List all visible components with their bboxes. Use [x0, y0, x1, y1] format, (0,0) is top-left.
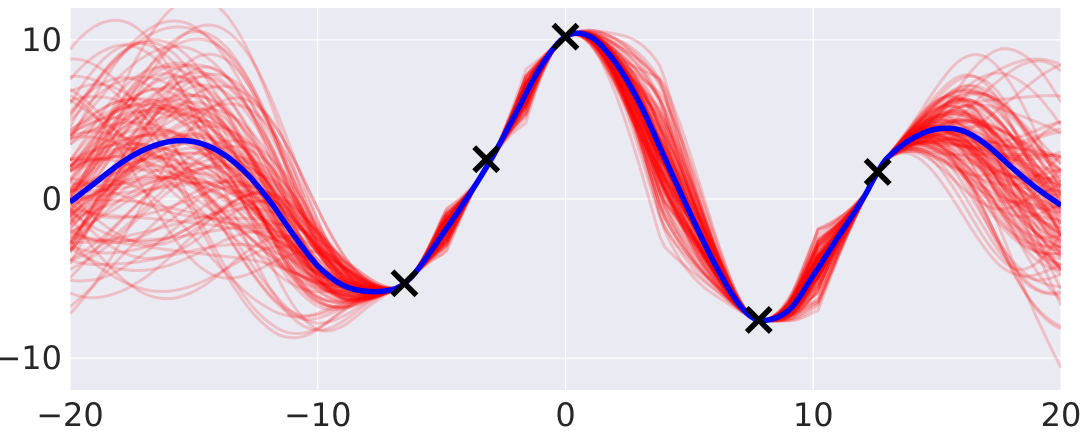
y-tick-label: −10: [0, 339, 62, 377]
x-tick-label: 10: [793, 396, 834, 434]
y-axis-ticks: −10 0 10: [0, 21, 62, 377]
observation-marker: [863, 157, 892, 186]
grid-lines: [69, 8, 1062, 390]
y-tick-label: 10: [21, 21, 62, 59]
observation-marker: [744, 306, 773, 334]
observation-markers: [390, 22, 892, 334]
observation-marker: [551, 22, 580, 51]
x-tick-label: 0: [555, 396, 575, 434]
x-axis-ticks: −20 −10 0 10 20: [36, 396, 1081, 434]
observation-marker: [390, 269, 419, 298]
x-tick-label: −10: [284, 396, 352, 434]
x-tick-label: −20: [36, 396, 104, 434]
y-tick-label: 0: [42, 180, 62, 218]
x-tick-label: 20: [1041, 396, 1082, 434]
observation-marker: [472, 145, 501, 174]
